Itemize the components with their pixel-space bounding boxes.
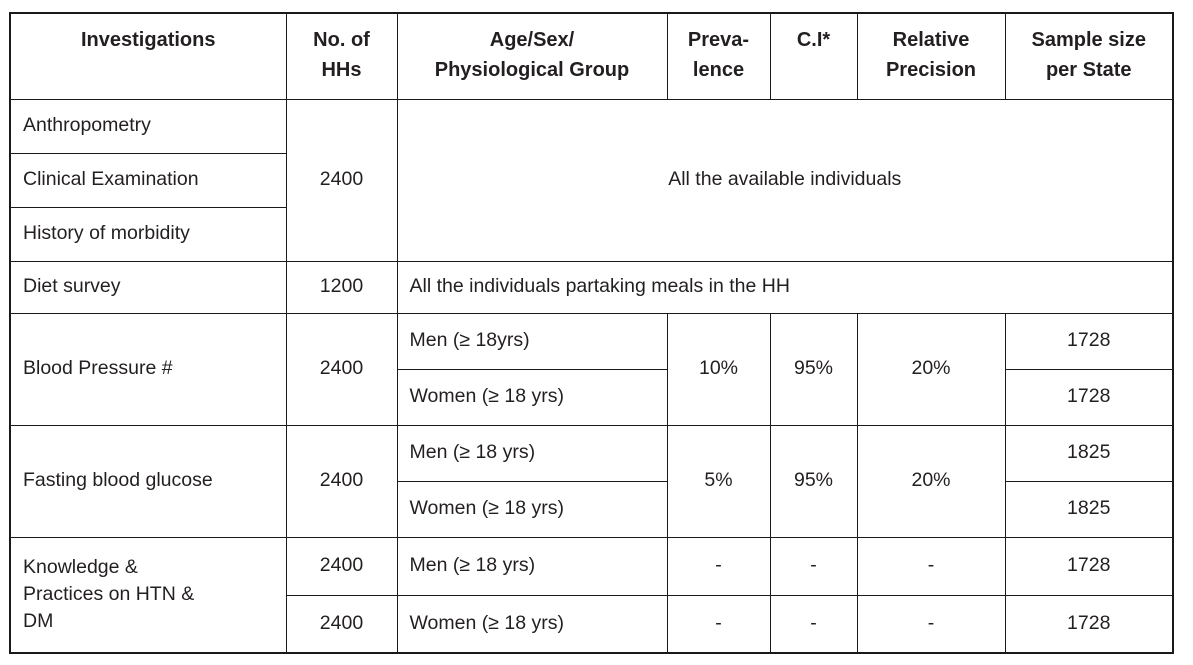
cell-note-diet-survey: All the individuals partaking meals in t…	[396, 260, 1174, 314]
row-anthropometry: Anthropometry 2400 All the available ind…	[9, 98, 1174, 262]
cell-group-blood-pressure-men: Men (≥ 18yrs)	[396, 312, 668, 370]
cell-hhs-blood-pressure: 2400	[285, 312, 398, 426]
cell-group-fasting-blood-glucose-men: Men (≥ 18 yrs)	[396, 424, 668, 482]
cell-investigation-anthropometry: Anthropometry	[9, 98, 287, 154]
cell-investigation-diet-survey: Diet survey	[9, 260, 287, 314]
cell-sample-fasting-blood-glucose-men: 1825	[1004, 424, 1174, 482]
cell-relative-precision-fasting-blood-glucose: 20%	[856, 424, 1006, 538]
col-header-relative-precision: Relative Precision	[856, 12, 1006, 100]
cell-relative-precision-blood-pressure: 20%	[856, 312, 1006, 426]
cell-investigation-history-of-morbidity: History of morbidity	[9, 206, 287, 262]
cell-ci-blood-pressure: 95%	[769, 312, 858, 426]
cell-relative-precision-knowledge-practices-men: -	[856, 536, 1006, 596]
cell-investigation-fasting-blood-glucose: Fasting blood glucose	[9, 424, 287, 538]
cell-sample-blood-pressure-women: 1728	[1004, 368, 1174, 426]
col-header-prevalence: Preva- lence	[666, 12, 771, 100]
cell-prevalence-knowledge-practices-women: -	[666, 594, 771, 654]
cell-hhs-knowledge-practices-men: 2400	[285, 536, 398, 596]
col-header-ci: C.I*	[769, 12, 858, 100]
col-header-no-of-hhs: No. of HHs	[285, 12, 398, 100]
row-history-of-morbidity: History of morbidity	[9, 206, 1173, 262]
cell-prevalence-blood-pressure: 10%	[666, 312, 771, 426]
col-header-age-sex-group: Age/Sex/ Physiological Group	[396, 12, 668, 100]
cell-sample-knowledge-practices-women: 1728	[1004, 594, 1174, 654]
cell-group-knowledge-practices-women: Women (≥ 18 yrs)	[396, 594, 668, 654]
cell-group-fasting-blood-glucose-women: Women (≥ 18 yrs)	[396, 480, 668, 538]
cell-ci-fasting-blood-glucose: 95%	[769, 424, 858, 538]
col-header-sample-size: Sample size per State	[1004, 12, 1174, 100]
cell-hhs-anthro-group: 2400	[285, 98, 398, 262]
cell-note-anthro-group: All the available individuals	[396, 98, 1174, 262]
cell-sample-blood-pressure-men: 1728	[1004, 312, 1174, 370]
cell-hhs-fasting-blood-glucose: 2400	[285, 424, 398, 538]
cell-prevalence-knowledge-practices-men: -	[666, 536, 771, 596]
cell-group-knowledge-practices-men: Men (≥ 18 yrs)	[396, 536, 668, 596]
cell-hhs-diet-survey: 1200	[285, 260, 398, 314]
cell-investigation-blood-pressure: Blood Pressure #	[9, 312, 287, 426]
row-blood-pressure-men: Blood Pressure # 2400 Men (≥ 18yrs) 10% …	[9, 312, 1174, 426]
cell-group-blood-pressure-women: Women (≥ 18 yrs)	[396, 368, 668, 426]
cell-prevalence-fasting-blood-glucose: 5%	[666, 424, 771, 538]
row-knowledge-practices-men: Knowledge & Practices on HTN & DM 2400 M…	[9, 536, 1174, 654]
row-diet-survey: Diet survey 1200 All the individuals par…	[9, 260, 1174, 314]
row-fasting-blood-glucose-men: Fasting blood glucose 2400 Men (≥ 18 yrs…	[9, 424, 1174, 538]
row-fasting-blood-glucose-women: Women (≥ 18 yrs) 1825	[10, 480, 1174, 538]
row-clinical-examination: Clinical Examination	[9, 152, 1173, 208]
col-header-investigations: Investigations	[9, 12, 287, 100]
cell-ci-knowledge-practices-women: -	[769, 594, 858, 654]
cell-hhs-knowledge-practices-women: 2400	[285, 594, 398, 654]
cell-investigation-clinical-examination: Clinical Examination	[9, 152, 287, 208]
sampling-design-table: Investigations No. of HHs Age/Sex/ Physi…	[9, 12, 1174, 654]
cell-ci-knowledge-practices-men: -	[769, 536, 858, 596]
cell-investigation-knowledge-practices: Knowledge & Practices on HTN & DM	[9, 536, 287, 654]
cell-sample-fasting-blood-glucose-women: 1825	[1004, 480, 1174, 538]
row-blood-pressure-women: Women (≥ 18 yrs) 1728	[10, 368, 1174, 426]
header-row: Investigations No. of HHs Age/Sex/ Physi…	[9, 12, 1174, 100]
cell-relative-precision-knowledge-practices-women: -	[856, 594, 1006, 654]
cell-sample-knowledge-practices-men: 1728	[1004, 536, 1174, 596]
row-knowledge-practices-women: 2400 Women (≥ 18 yrs) - - - 1728	[10, 594, 1174, 654]
